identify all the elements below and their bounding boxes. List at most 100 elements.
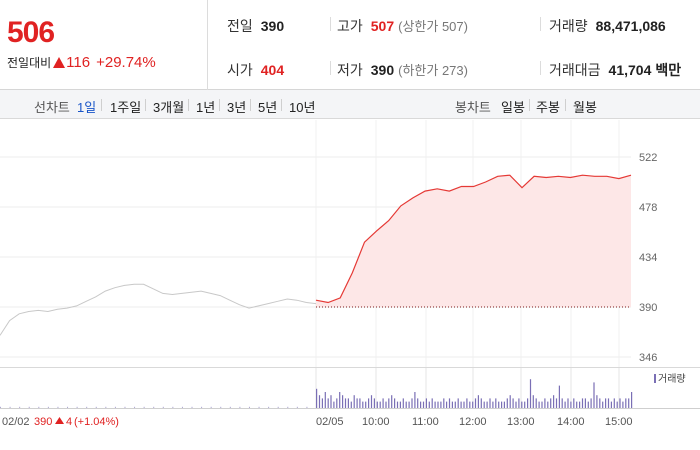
volume-bar [321, 398, 323, 408]
candle-monthly-button[interactable]: 월봉 [573, 100, 597, 115]
volume-bar [239, 406, 241, 408]
range-3y-button[interactable]: 3년 [227, 100, 247, 115]
divider [101, 99, 102, 111]
divider [529, 99, 530, 111]
stat-label: 고가 [337, 18, 363, 34]
volume-bar [382, 398, 384, 408]
volume-bar [466, 398, 468, 408]
volume-bar [538, 401, 540, 408]
volume-bar [153, 406, 155, 408]
volume-bar [344, 398, 347, 408]
volume-bar [76, 406, 78, 408]
volume-bar [324, 392, 326, 408]
volume-bar [460, 401, 462, 408]
chart-toolbar: 선차트 1일 1주일 3개월 1년 3년 5년 10년 봉차트 일봉 주봉 월봉 [0, 90, 700, 119]
volume-bar [483, 401, 485, 408]
divider [188, 99, 189, 111]
x-tick-label: 11:00 [412, 416, 439, 428]
volume-bar [555, 398, 558, 408]
volume-bar [518, 398, 520, 408]
volume-bar [599, 398, 601, 408]
volume-bar [602, 401, 604, 408]
volume-bar [391, 395, 393, 408]
volume-bar [619, 398, 621, 408]
x-tick-label: 10:00 [362, 416, 390, 428]
range-1d-button[interactable]: 1일 [77, 100, 97, 115]
volume-bar [576, 401, 578, 408]
divider [330, 61, 331, 75]
volume-bar [451, 401, 453, 408]
today-price-line [315, 174, 632, 304]
volume-bar [105, 406, 107, 408]
volume-bar [370, 395, 373, 408]
volume-bar [172, 406, 174, 408]
volume-bar [622, 401, 624, 408]
volume-bar [431, 398, 433, 408]
volume-bar [318, 395, 321, 408]
stat-value: 390 [260, 18, 285, 34]
y-tick-label: 478 [639, 202, 657, 214]
volume-bar [388, 398, 390, 408]
volume-bar [306, 406, 308, 408]
y-tick-label: 522 [639, 152, 657, 164]
volume-bar [495, 398, 497, 408]
range-10y-button[interactable]: 10년 [289, 100, 316, 115]
prev-day-date: 02/02 [2, 416, 30, 428]
x-tick-label: 15:00 [605, 416, 633, 428]
stat-label: 저가 [337, 62, 363, 78]
range-5y-button[interactable]: 5년 [258, 100, 278, 115]
volume-bar [95, 406, 97, 408]
volume-bar [57, 406, 59, 408]
volume-bar [610, 401, 612, 408]
stat-prev-close: 전일 390 [227, 16, 284, 36]
x-tick-label: 12:00 [459, 416, 487, 428]
candle-weekly-button[interactable]: 주봉 [536, 100, 560, 115]
volume-bar [86, 406, 88, 408]
volume-bar [67, 406, 69, 408]
volume-bar [428, 401, 430, 408]
volume-bar [356, 398, 358, 408]
volume-bar [258, 406, 260, 408]
prev-day-close: 390 [34, 416, 52, 428]
volume-bar [229, 406, 231, 408]
volume-bar [248, 406, 250, 408]
volume-bar [454, 401, 456, 408]
volume-bar [362, 401, 364, 408]
volume-bar [527, 398, 529, 408]
volume-bar [503, 401, 505, 408]
volume-bar [181, 406, 183, 408]
volume-bar [547, 401, 549, 408]
price-box: 506 전일대비 116 +29.74% [0, 0, 208, 90]
volume-bar [0, 406, 1, 408]
range-3m-button[interactable]: 3개월 [153, 100, 185, 115]
range-1w-button[interactable]: 1주일 [110, 100, 142, 115]
volume-bar [333, 401, 335, 408]
change-label: 전일대비 [7, 56, 52, 70]
quote-panel: 506 전일대비 116 +29.74% 전일 390 시가 404 고가 507 (상한가… [0, 0, 700, 90]
x-tick-label: 13:00 [507, 416, 535, 428]
volume-bar [469, 401, 471, 408]
volume-bar [544, 398, 546, 408]
volume-bar [425, 398, 427, 408]
candle-daily-button[interactable]: 일봉 [501, 100, 525, 115]
volume-bar [336, 398, 338, 408]
volume-bar [414, 392, 416, 408]
volume-bar [339, 392, 341, 408]
volume-bar [434, 401, 436, 408]
divider [540, 17, 541, 31]
volume-bar [486, 401, 488, 408]
volume-bar [581, 398, 584, 408]
volume-legend: 거래량 [658, 373, 686, 385]
range-1y-button[interactable]: 1년 [196, 100, 216, 115]
stat-sub: (상한가 507) [398, 19, 468, 34]
volume-bar [420, 401, 422, 408]
volume-bar [446, 401, 448, 408]
volume-bar [567, 398, 569, 408]
x-tick-label: 14:00 [557, 416, 585, 428]
volume-bar [220, 406, 222, 408]
volume-bar [350, 401, 352, 408]
candle-chart-label: 봉차트 [455, 100, 491, 115]
volume-bar [509, 395, 511, 408]
stat-value: 507 [370, 18, 395, 34]
volume-bar [287, 406, 289, 408]
